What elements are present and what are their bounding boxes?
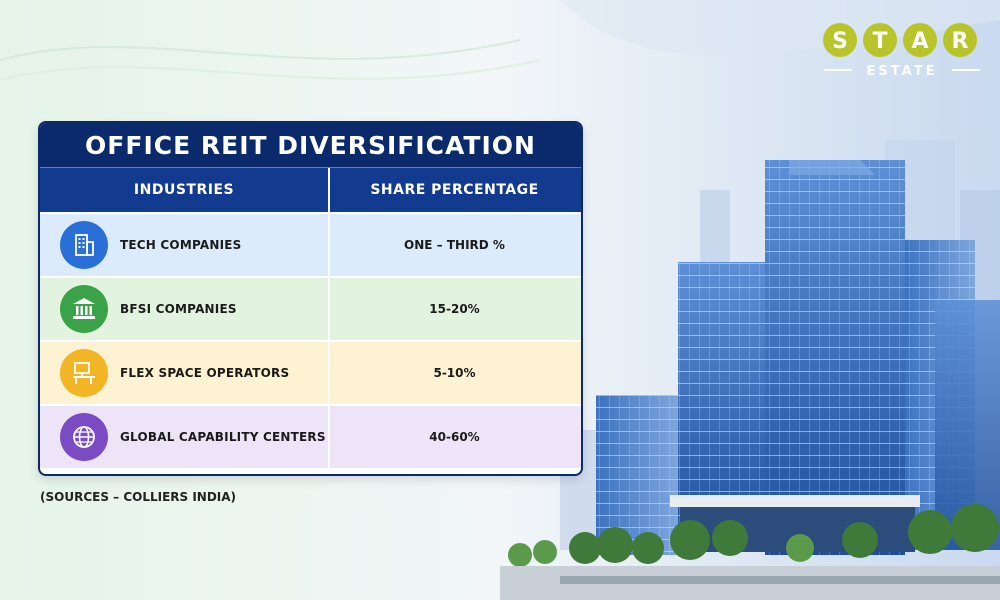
globe-icon (60, 413, 108, 461)
svg-text:T: T (872, 29, 887, 54)
building-icon (60, 221, 108, 269)
table-row-flex: FLEX SPACE OPERATORS 5-10% (40, 340, 581, 404)
star-estate-logo: S T A R ESTATE (823, 23, 980, 79)
industry-label: TECH COMPANIES (120, 238, 242, 252)
table-row-gcc: GLOBAL CAPABILITY CENTERS 40-60% (40, 404, 581, 468)
bank-icon (60, 285, 108, 333)
share-value: ONE – THIRD % (404, 238, 505, 252)
svg-text:S: S (832, 29, 848, 54)
industry-label: BFSI COMPANIES (120, 302, 237, 316)
svg-text:R: R (952, 29, 969, 54)
share-value: 5-10% (433, 366, 476, 380)
svg-text:ESTATE: ESTATE (867, 64, 938, 79)
table-row-tech: TECH COMPANIES ONE – THIRD % (40, 212, 581, 276)
svg-text:A: A (911, 29, 928, 54)
header-industries: INDUSTRIES (40, 168, 330, 212)
industry-label: GLOBAL CAPABILITY CENTERS (120, 430, 326, 444)
industry-label: FLEX SPACE OPERATORS (120, 366, 290, 380)
share-value: 40-60% (429, 430, 480, 444)
table-row-bfsi: BFSI COMPANIES 15-20% (40, 276, 581, 340)
table-header-row: INDUSTRIES SHARE PERCENTAGE (40, 167, 581, 212)
share-value: 15-20% (429, 302, 480, 316)
desk-icon (60, 349, 108, 397)
reit-diversification-table: OFFICE REIT DIVERSIFICATION INDUSTRIES S… (38, 121, 583, 476)
source-note: (SOURCES – COLLIERS INDIA) (40, 490, 237, 504)
table-title: OFFICE REIT DIVERSIFICATION (40, 123, 581, 167)
header-share-percentage: SHARE PERCENTAGE (370, 182, 539, 198)
